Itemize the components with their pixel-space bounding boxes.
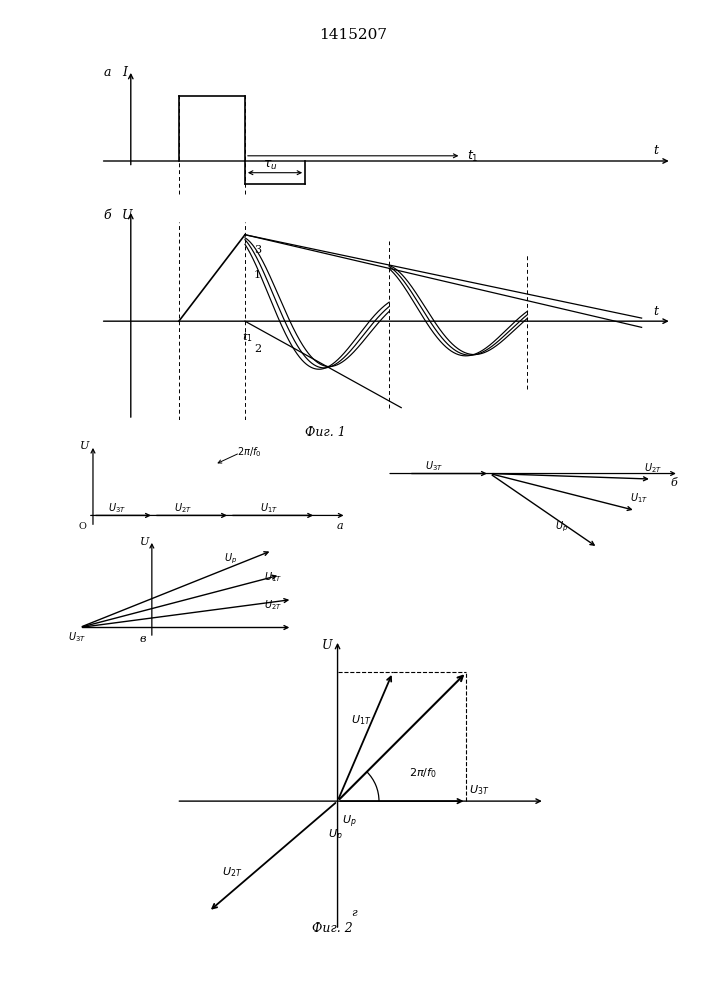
Text: $U_p$: $U_p$ — [224, 551, 237, 566]
Text: U: U — [81, 441, 90, 451]
Text: $U_{3T}$: $U_{3T}$ — [68, 630, 86, 644]
Text: Фиг. 1: Фиг. 1 — [305, 426, 346, 439]
Text: $t_1$: $t_1$ — [242, 330, 252, 344]
Text: б: б — [671, 478, 677, 488]
Text: $U_{3T}$: $U_{3T}$ — [108, 501, 127, 515]
Text: а: а — [337, 521, 343, 531]
Text: 1415207: 1415207 — [320, 28, 387, 42]
Text: $U_{1T}$: $U_{1T}$ — [260, 501, 279, 515]
Text: t: t — [653, 144, 659, 157]
Text: $2\pi/f_0$: $2\pi/f_0$ — [238, 445, 262, 459]
Text: а: а — [104, 66, 111, 80]
Text: $U_{2T}$: $U_{2T}$ — [223, 865, 243, 879]
Text: U: U — [122, 209, 132, 222]
Text: $U_{2T}$: $U_{2T}$ — [174, 501, 192, 515]
Text: $2\pi/f_0$: $2\pi/f_0$ — [409, 766, 437, 780]
Text: 2: 2 — [254, 344, 261, 354]
Text: $U_p$: $U_p$ — [328, 827, 343, 844]
Text: в: в — [140, 634, 146, 644]
Text: O: O — [78, 522, 87, 531]
Text: $U_{2T}$: $U_{2T}$ — [264, 598, 282, 612]
Text: Фиг. 2: Фиг. 2 — [312, 922, 353, 935]
Text: 3: 3 — [254, 245, 261, 255]
Text: 1: 1 — [254, 270, 261, 280]
Text: $U_{1T}$: $U_{1T}$ — [264, 570, 282, 584]
Text: $U_{3T}$: $U_{3T}$ — [425, 459, 443, 473]
Text: U: U — [322, 639, 332, 652]
Text: $U_{2T}$: $U_{2T}$ — [643, 462, 662, 475]
Text: б: б — [104, 209, 112, 222]
Text: $U_{3T}$: $U_{3T}$ — [469, 783, 489, 797]
Text: г: г — [351, 908, 357, 918]
Text: $\tau_u$: $\tau_u$ — [263, 158, 278, 172]
Text: I: I — [122, 66, 127, 80]
Text: $t_1$: $t_1$ — [467, 149, 479, 164]
Text: $U_{1T}$: $U_{1T}$ — [630, 491, 648, 505]
Text: $U_p$: $U_p$ — [342, 814, 357, 830]
Text: $U_p$: $U_p$ — [554, 519, 568, 534]
Text: U: U — [140, 537, 149, 547]
Text: t: t — [653, 305, 659, 318]
Text: $U_{1T}$: $U_{1T}$ — [351, 713, 372, 727]
